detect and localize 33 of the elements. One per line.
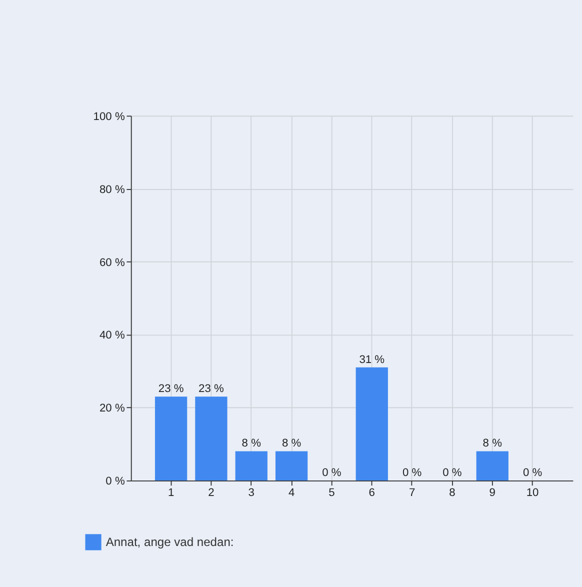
bar bbox=[235, 451, 268, 480]
x-tick-label: 7 bbox=[408, 486, 416, 499]
x-tick-label: 3 bbox=[248, 486, 254, 499]
x-tick-label: 10 bbox=[526, 486, 539, 499]
data-label: 8 % bbox=[282, 438, 302, 450]
x-tick-label: 2 bbox=[208, 486, 214, 499]
y-tick-label: 20 % bbox=[99, 402, 125, 415]
bar bbox=[476, 451, 508, 480]
y-tick-label: 60 % bbox=[99, 256, 125, 269]
data-label: 0 % bbox=[442, 466, 462, 479]
y-tick-label: 0 % bbox=[106, 476, 125, 488]
x-tick-label: 5 bbox=[328, 486, 335, 499]
data-label: 0 % bbox=[522, 466, 542, 479]
data-label: 0 % bbox=[322, 466, 342, 479]
bar bbox=[154, 396, 188, 480]
data-label: 23 % bbox=[198, 382, 224, 395]
y-tick-label: 40 % bbox=[99, 330, 125, 342]
y-tick-label: 80 % bbox=[99, 184, 125, 196]
legend-label: Annat, ange vad nedan: bbox=[106, 534, 234, 549]
x-tick-label: 1 bbox=[168, 486, 174, 499]
data-label: 23 % bbox=[158, 382, 184, 395]
bar bbox=[275, 451, 308, 480]
y-tick-label: 100 % bbox=[93, 110, 125, 123]
bar bbox=[195, 396, 228, 480]
x-tick-label: 8 bbox=[449, 486, 456, 499]
x-tick-label: 4 bbox=[288, 486, 295, 499]
bar bbox=[356, 367, 388, 480]
x-tick-label: 6 bbox=[368, 486, 375, 499]
data-label: 8 % bbox=[242, 438, 262, 450]
data-label: 8 % bbox=[482, 438, 502, 450]
x-tick-label: 9 bbox=[489, 486, 496, 499]
data-label: 0 % bbox=[402, 466, 422, 479]
data-label: 31 % bbox=[359, 354, 385, 366]
